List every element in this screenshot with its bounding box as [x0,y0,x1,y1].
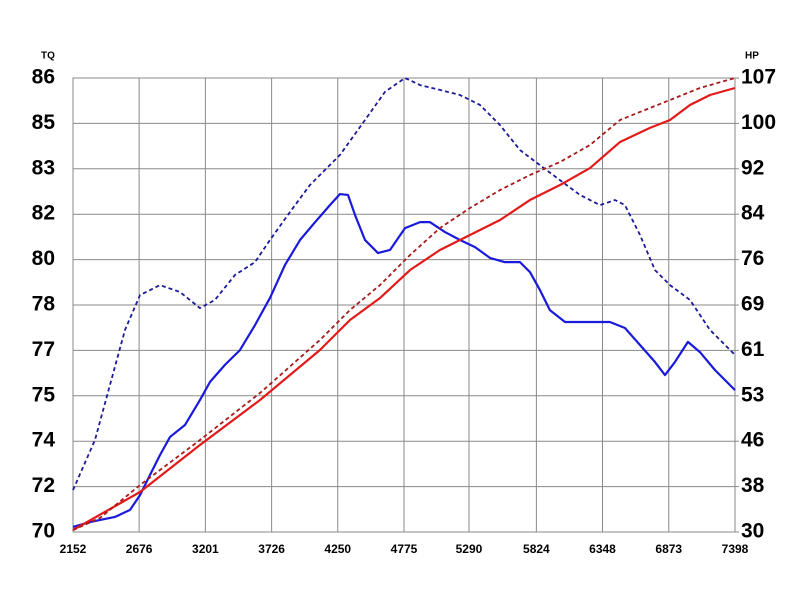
y2-tick-label: 84 [741,202,765,225]
x-tick-label: 4250 [324,542,351,556]
y2-tick-label: 53 [741,383,764,406]
x-tick-label: 5824 [523,542,550,556]
series-line [72,192,736,528]
y2-axis-label: HP [745,51,759,62]
y-tick-label: 83 [32,156,55,179]
y-tick-label: 74 [32,429,56,452]
y-tick-label: 77 [32,338,55,361]
plot-border [72,77,736,533]
y-tick-label: 75 [32,383,56,406]
y-tick-label: 82 [32,202,55,225]
series-line [72,77,736,531]
x-tick-label: 3726 [258,542,285,556]
y-tick-label: 72 [32,474,55,497]
y-tick-label: 70 [32,520,55,543]
y2-tick-label: 69 [741,293,764,316]
y-axis-label: TQ [41,51,55,62]
y-tick-label: 78 [32,293,56,316]
x-tick-label: 2676 [126,542,153,556]
y-tick-label: 86 [32,66,55,89]
y-tick-label: 80 [32,247,55,270]
x-tick-label: 3201 [192,542,219,556]
series-line [72,86,736,531]
x-tick-label: 6348 [589,542,616,556]
x-tick-label: 4775 [391,542,418,556]
y2-tick-label: 46 [741,429,764,452]
y2-tick-label: 61 [741,338,765,361]
x-tick-label: 2152 [60,542,87,556]
x-tick-label: 5290 [456,542,483,556]
y2-tick-label: 30 [741,520,764,543]
y2-tick-label: 100 [741,111,776,134]
y2-tick-label: 92 [741,156,764,179]
x-tick-label: 6873 [655,542,682,556]
x-tick-label: 7398 [722,542,749,556]
y2-tick-label: 76 [741,247,764,270]
y-tick-label: 85 [32,111,56,134]
y2-tick-label: 38 [741,474,765,497]
series-line [72,77,736,491]
y2-tick-label: 107 [741,66,776,89]
